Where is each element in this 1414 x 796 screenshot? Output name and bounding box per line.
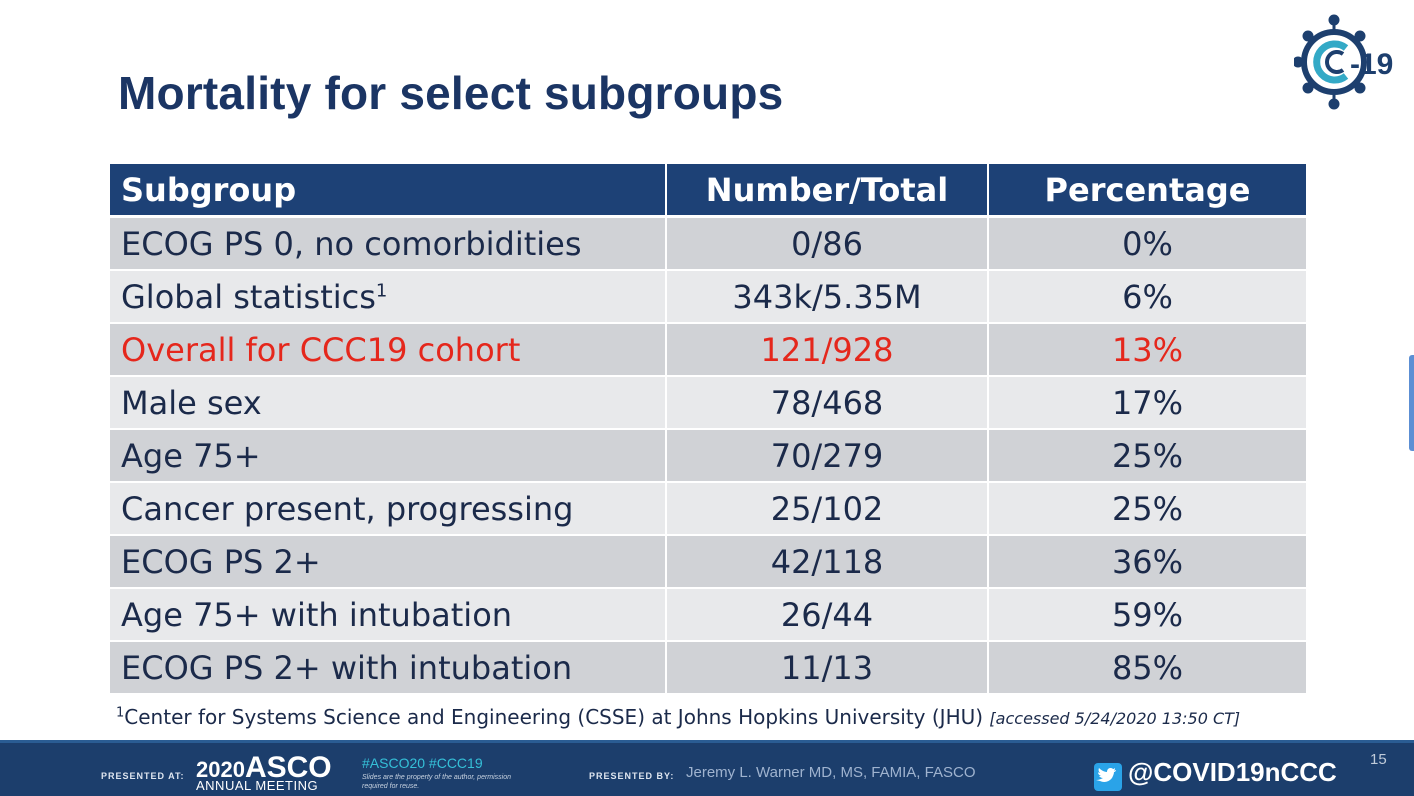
number-total-cell: 26/44: [667, 589, 989, 642]
twitter-icon: [1094, 763, 1122, 791]
percentage-cell: 59%: [989, 589, 1308, 642]
rights-notice: Slides are the property of the author, p…: [362, 774, 512, 790]
table-header-row: Subgroup Number/Total Percentage: [110, 164, 1308, 218]
header-percentage: Percentage: [989, 164, 1308, 218]
header-subgroup: Subgroup: [110, 164, 667, 218]
number-total-cell: 121/928: [667, 324, 989, 377]
subgroup-cell: Age 75+: [110, 430, 667, 483]
table-row: Male sex 78/468 17%: [110, 377, 1308, 430]
table-row: ECOG PS 0, no comorbidities 0/86 0%: [110, 218, 1308, 271]
side-edge-marker: [1409, 355, 1414, 451]
table-row: ECOG PS 2+ 42/118 36%: [110, 536, 1308, 589]
presented-by-label: PRESENTED BY:: [589, 771, 675, 781]
percentage-cell: 36%: [989, 536, 1308, 589]
table-row: ECOG PS 2+ with intubation 11/13 85%: [110, 642, 1308, 695]
percentage-cell: 6%: [989, 271, 1308, 324]
subgroup-cell: Global statistics1: [110, 271, 667, 324]
page-number: 15: [1370, 751, 1387, 768]
meeting-brand: ASCO: [244, 751, 332, 784]
subgroup-cell: ECOG PS 2+: [110, 536, 667, 589]
subgroup-cell: Cancer present, progressing: [110, 483, 667, 536]
footnote: 1Center for Systems Science and Engineer…: [116, 705, 1240, 729]
table-row: Global statistics1 343k/5.35M 6%: [110, 271, 1308, 324]
subgroup-cell: Overall for CCC19 cohort: [110, 324, 667, 377]
table-row: Age 75+ with intubation 26/44 59%: [110, 589, 1308, 642]
number-total-cell: 0/86: [667, 218, 989, 271]
subgroup-cell: Age 75+ with intubation: [110, 589, 667, 642]
number-total-cell: 343k/5.35M: [667, 271, 989, 324]
subgroup-cell: ECOG PS 2+ with intubation: [110, 642, 667, 695]
percentage-cell: 0%: [989, 218, 1308, 271]
footnote-accessed: [accessed 5/24/2020 13:50 CT]: [989, 709, 1241, 728]
ccc19-logo: -19: [1294, 14, 1393, 110]
percentage-cell: 25%: [989, 430, 1308, 483]
slide-title: Mortality for select subgroups: [118, 67, 784, 119]
svg-text:-19: -19: [1350, 48, 1393, 81]
meeting-year: 2020: [196, 757, 245, 782]
footer-bar: PRESENTED AT: 2020ASCO ANNUAL MEETING #A…: [0, 740, 1414, 796]
twitter-handle[interactable]: @COVID19nCCC: [1128, 757, 1337, 787]
number-total-cell: 11/13: [667, 642, 989, 695]
table-row-highlighted: Overall for CCC19 cohort 121/928 13%: [110, 324, 1308, 377]
presented-at-label: PRESENTED AT:: [101, 771, 185, 781]
percentage-cell: 85%: [989, 642, 1308, 695]
table-row: Cancer present, progressing 25/102 25%: [110, 483, 1308, 536]
number-total-cell: 78/468: [667, 377, 989, 430]
presenter-name: Jeremy L. Warner MD, MS, FAMIA, FASCO: [686, 764, 976, 781]
header-number-total: Number/Total: [667, 164, 989, 218]
number-total-cell: 25/102: [667, 483, 989, 536]
footnote-marker: 1: [375, 279, 388, 301]
number-total-cell: 70/279: [667, 430, 989, 483]
hashtags: #ASCO20 #CCC19: [362, 755, 483, 771]
subgroup-label: Global statistics: [121, 277, 376, 316]
footnote-marker: 1: [116, 705, 125, 721]
footnote-text: Center for Systems Science and Engineeri…: [124, 705, 984, 729]
meeting-subtitle: ANNUAL MEETING: [196, 778, 319, 793]
percentage-cell: 13%: [989, 324, 1308, 377]
table-row: Age 75+ 70/279 25%: [110, 430, 1308, 483]
meeting-logo: 2020ASCO: [196, 751, 332, 785]
number-total-cell: 42/118: [667, 536, 989, 589]
percentage-cell: 25%: [989, 483, 1308, 536]
subgroup-cell: Male sex: [110, 377, 667, 430]
percentage-cell: 17%: [989, 377, 1308, 430]
subgroup-cell: ECOG PS 0, no comorbidities: [110, 218, 667, 271]
mortality-table: Subgroup Number/Total Percentage ECOG PS…: [110, 164, 1308, 695]
